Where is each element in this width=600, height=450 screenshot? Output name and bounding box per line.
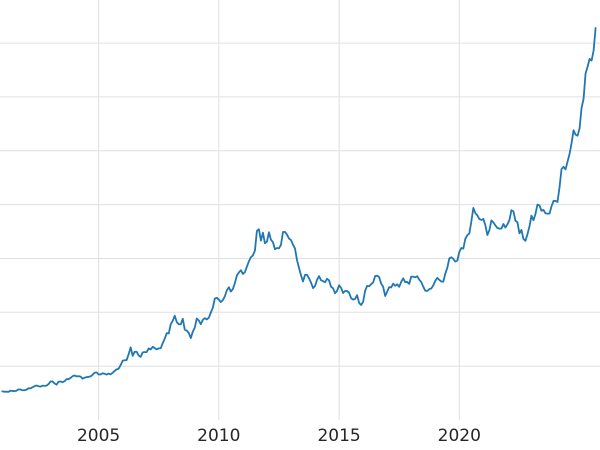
x-tick-label: 2010 (197, 426, 240, 446)
x-tick-label: 2020 (438, 426, 481, 446)
x-tick-label: 2005 (77, 426, 120, 446)
x-tick-label: 2015 (317, 426, 360, 446)
price-line (1, 27, 597, 393)
